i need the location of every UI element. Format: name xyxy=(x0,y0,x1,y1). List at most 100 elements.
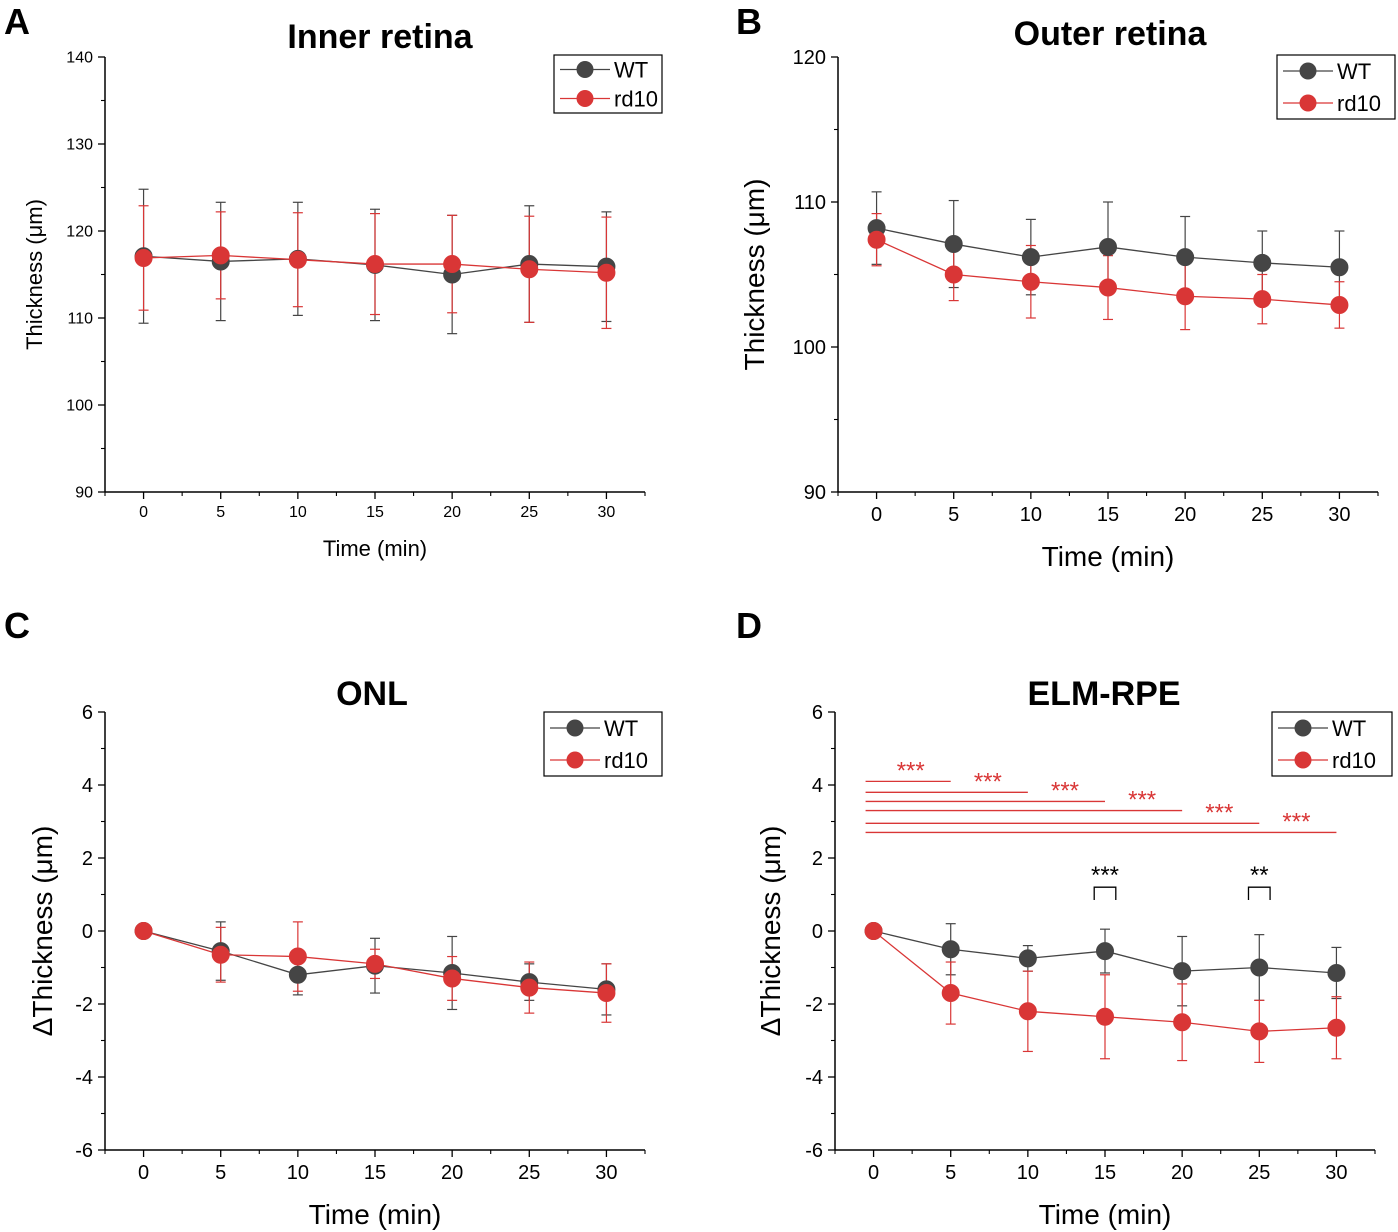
legend-label-rd10: rd10 xyxy=(1337,91,1381,116)
legend-box xyxy=(553,54,663,114)
panel-d: D ELM-RPE -6 -4 -2 0 2 4 6 0 5 10 15 20 25 30 ΔThickn… xyxy=(736,605,1393,1230)
axes: 90 100 110 120 0 5 10 15 20 25 30 xyxy=(793,47,1379,526)
x-tick-label: 30 xyxy=(595,1162,617,1184)
legend-label-wt: WT xyxy=(614,58,648,83)
point-rd10 xyxy=(1176,287,1195,306)
y-tick-label: -4 xyxy=(75,1067,93,1089)
x-tick-label: 15 xyxy=(1094,1162,1116,1184)
point-rd10 xyxy=(597,263,616,282)
x-tick-label: 30 xyxy=(598,504,616,521)
x-tick-label: 30 xyxy=(1328,504,1350,526)
significance-stars: *** xyxy=(1091,862,1119,889)
legend-box xyxy=(1276,54,1396,120)
point-wt xyxy=(1096,942,1114,961)
y-tick-label: -4 xyxy=(805,1067,823,1089)
y-tick-label: 6 xyxy=(82,702,93,724)
legend: WT rd10 xyxy=(1276,54,1396,120)
significance-bracket xyxy=(1093,886,1117,900)
point-wt xyxy=(1173,962,1192,981)
y-tick-label: -6 xyxy=(805,1140,823,1162)
point-rd10 xyxy=(520,978,539,997)
error-bars xyxy=(871,191,1345,331)
chart-title: Inner retina xyxy=(287,18,473,56)
panel-a: A Inner retina 90 100 110 120 130 140 0 5 10 15 20… xyxy=(4,1,663,561)
point-rd10 xyxy=(597,984,616,1003)
panel-letter: A xyxy=(4,1,30,42)
significance-stars: *** xyxy=(1205,799,1233,826)
y-axis-title: Thickness (μm) xyxy=(22,199,47,350)
y-axis-title-group: Thickness (μm) xyxy=(22,199,47,350)
chart-title: ELM-RPE xyxy=(1028,675,1181,713)
point-rd10 xyxy=(443,255,462,274)
y-axis-title-group: ΔThickness (μm) xyxy=(755,826,786,1037)
point-wt xyxy=(1099,237,1117,256)
x-tick-label: 0 xyxy=(868,1162,879,1184)
legend-marker-rd10 xyxy=(576,90,594,107)
x-axis-title: Time (min) xyxy=(309,1199,442,1230)
y-tick-label: 140 xyxy=(66,50,93,67)
y-tick-label: 2 xyxy=(812,848,823,870)
point-rd10 xyxy=(1099,278,1117,297)
data-points xyxy=(864,922,1346,1041)
y-tick-label: 0 xyxy=(812,921,823,943)
point-rd10 xyxy=(867,230,886,249)
point-rd10 xyxy=(366,255,384,274)
x-tick-label: 10 xyxy=(289,504,307,521)
point-wt xyxy=(941,940,960,959)
point-rd10 xyxy=(1018,1002,1037,1021)
panel-letter: B xyxy=(736,1,762,42)
legend: WT rd10 xyxy=(543,711,663,777)
x-tick-label: 15 xyxy=(366,504,384,521)
legend-label-wt: WT xyxy=(1337,59,1371,84)
axes: 90 100 110 120 130 140 0 5 10 15 20 25 30 xyxy=(66,50,646,521)
y-tick-label: 100 xyxy=(793,337,826,359)
x-tick-label: 10 xyxy=(1017,1162,1039,1184)
x-tick-label: 10 xyxy=(1020,504,1042,526)
x-tick-label: 10 xyxy=(287,1162,309,1184)
point-rd10 xyxy=(288,947,307,966)
point-wt xyxy=(288,965,307,984)
point-wt xyxy=(944,235,963,254)
legend-marker-wt xyxy=(1294,719,1312,737)
y-tick-label: 120 xyxy=(793,47,826,69)
panel-letter: C xyxy=(4,605,30,646)
x-tick-label: 5 xyxy=(215,1162,226,1184)
legend-marker-wt xyxy=(1299,62,1317,80)
x-tick-label: 25 xyxy=(518,1162,540,1184)
data-points xyxy=(134,922,616,1003)
y-axis-title-group: ΔThickness (μm) xyxy=(27,826,58,1037)
y-axis-title-group: Thickness (μm) xyxy=(739,179,770,371)
point-rd10 xyxy=(1096,1007,1114,1026)
data-points xyxy=(134,246,616,284)
legend-label-rd10: rd10 xyxy=(604,748,648,773)
y-tick-label: 100 xyxy=(66,398,93,415)
significance-stars: *** xyxy=(1051,777,1079,804)
point-rd10 xyxy=(1253,290,1272,309)
point-rd10 xyxy=(864,922,883,940)
y-tick-label: 6 xyxy=(812,702,823,724)
axes: -6 -4 -2 0 2 4 6 0 5 10 15 20 25 30 xyxy=(805,702,1376,1184)
legend-box xyxy=(1271,711,1393,777)
point-rd10 xyxy=(1250,1022,1269,1041)
point-wt xyxy=(1021,248,1040,267)
x-tick-label: 5 xyxy=(216,504,225,521)
y-tick-label: 0 xyxy=(82,921,93,943)
y-tick-label: 120 xyxy=(66,224,93,241)
point-wt xyxy=(1330,258,1349,277)
point-wt xyxy=(1253,253,1272,272)
point-rd10 xyxy=(134,922,153,940)
legend-marker-rd10 xyxy=(1299,94,1317,112)
legend-label-wt: WT xyxy=(604,716,638,741)
point-wt xyxy=(1327,963,1346,982)
significance-bracket xyxy=(1247,886,1271,900)
point-rd10 xyxy=(211,945,230,964)
chart-title: Outer retina xyxy=(1014,15,1208,53)
legend-marker-wt xyxy=(566,719,584,737)
data-points xyxy=(867,219,1349,314)
y-tick-label: 4 xyxy=(812,775,823,797)
legend-label-rd10: rd10 xyxy=(614,87,658,112)
point-rd10 xyxy=(134,248,153,267)
panel-c: C ONL -6 -4 -2 0 2 4 6 0 5 10 15 20 25 30 ΔThickness … xyxy=(4,605,663,1230)
x-tick-label: 5 xyxy=(945,1162,956,1184)
legend-marker-rd10 xyxy=(566,751,584,769)
